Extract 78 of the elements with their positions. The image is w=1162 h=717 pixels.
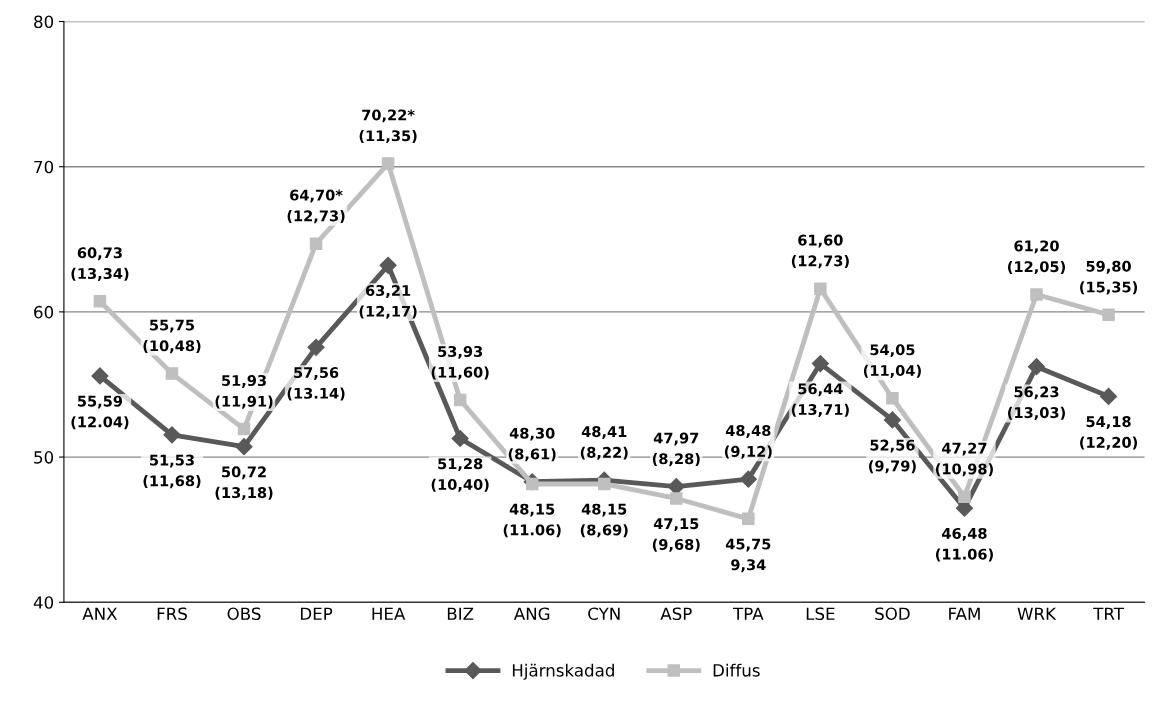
x-tick-label: TRT — [1093, 607, 1124, 620]
point — [739, 470, 757, 488]
y-tick-label: 80 — [34, 15, 54, 29]
data-label: 51,28 (10,40) — [431, 458, 489, 492]
data-label: 47,15 (9,68) — [652, 518, 700, 552]
point — [381, 157, 395, 170]
y-tick-label: 60 — [34, 305, 54, 319]
x-tick-label: TPA — [732, 607, 764, 620]
x-tick-label: WRK — [1017, 607, 1057, 620]
data-label: 48,41 (8,22) — [580, 426, 628, 460]
data-label: 48,15 (11.06) — [503, 503, 561, 538]
data-label: 51,53 (11,68) — [143, 454, 201, 489]
x-tick-label: HEA — [372, 607, 406, 620]
point — [1030, 288, 1043, 301]
x-tick-label: OBS — [227, 607, 261, 621]
point — [814, 282, 827, 295]
data-label: 53,93 (11,60) — [431, 345, 489, 380]
point — [453, 393, 467, 407]
data-label: 48,30 (8,61) — [508, 427, 556, 462]
x-tick-label: BIZ — [447, 607, 474, 620]
x-tick-label: SOD — [875, 607, 910, 621]
x-tick-label: ANG — [513, 607, 550, 621]
data-label: 46,48 (11.06) — [935, 527, 993, 562]
point — [235, 438, 253, 456]
point — [597, 477, 611, 491]
point — [525, 477, 539, 491]
data-label: 47,27 (10,98) — [935, 442, 993, 477]
data-label: 45,75 9,34 — [725, 538, 771, 573]
data-label: 54,18 (12,20) — [1080, 416, 1138, 450]
point — [670, 492, 683, 505]
x-tick-label: FAM — [949, 607, 980, 620]
y-tick-label: 70 — [34, 160, 54, 174]
data-label: 48,48 (9,12) — [724, 425, 772, 459]
point — [307, 338, 325, 356]
point — [1102, 308, 1115, 322]
data-label: 64,70* (12,73) — [287, 189, 345, 224]
point — [163, 426, 181, 444]
point — [883, 411, 901, 429]
point — [309, 237, 323, 250]
x-tick-label: LSE — [806, 607, 835, 621]
point — [237, 422, 251, 436]
point — [165, 367, 179, 380]
data-label: 70,22* (11,35) — [359, 109, 417, 144]
data-label: 54,05 (11,04) — [863, 344, 921, 378]
y-tick-label: 40 — [33, 596, 54, 609]
point — [93, 295, 107, 308]
data-label: 60,73 (13,34) — [71, 247, 129, 281]
legend-label: Hjärnskadad — [512, 663, 614, 680]
x-tick-label: ASP — [660, 607, 692, 621]
data-label: 48,15 (8,69) — [580, 503, 628, 538]
data-label: 56,23 (13,03) — [1008, 386, 1065, 420]
point — [886, 392, 899, 405]
point — [379, 256, 397, 274]
point — [91, 367, 109, 385]
x-tick-label: CYN — [588, 607, 620, 621]
data-label: 57,56 (13.14) — [287, 367, 345, 401]
point — [1099, 387, 1118, 405]
data-label: 51,93 (11,91) — [215, 375, 273, 409]
x-tick-label: FRS — [157, 607, 187, 621]
data-label: 55,59 (12.04) — [71, 395, 129, 430]
data-label: 55,75 (10,48) — [143, 319, 201, 354]
y-tick-label: 50 — [34, 451, 54, 464]
point — [958, 490, 971, 503]
data-label: 52,56 (9,79) — [869, 439, 916, 474]
data-label: 63,21 (12,17) — [359, 284, 417, 319]
x-tick-label: DEP — [300, 607, 333, 620]
data-label: 61,60 (12,73) — [791, 234, 849, 269]
data-label: 47,97 (8,28) — [652, 432, 700, 467]
data-label: 61,20 (12,05) — [1008, 240, 1065, 275]
x-tick-label: ANX — [82, 607, 118, 620]
data-label: 56,44 (13,71) — [791, 383, 849, 417]
data-label: 59,80 (15,35) — [1080, 260, 1138, 295]
point — [742, 512, 755, 526]
point — [1027, 358, 1046, 376]
data-label: 50,72 (13,18) — [215, 466, 273, 500]
point — [811, 355, 829, 373]
point — [451, 429, 469, 448]
legend-label: Diffus — [713, 663, 760, 677]
